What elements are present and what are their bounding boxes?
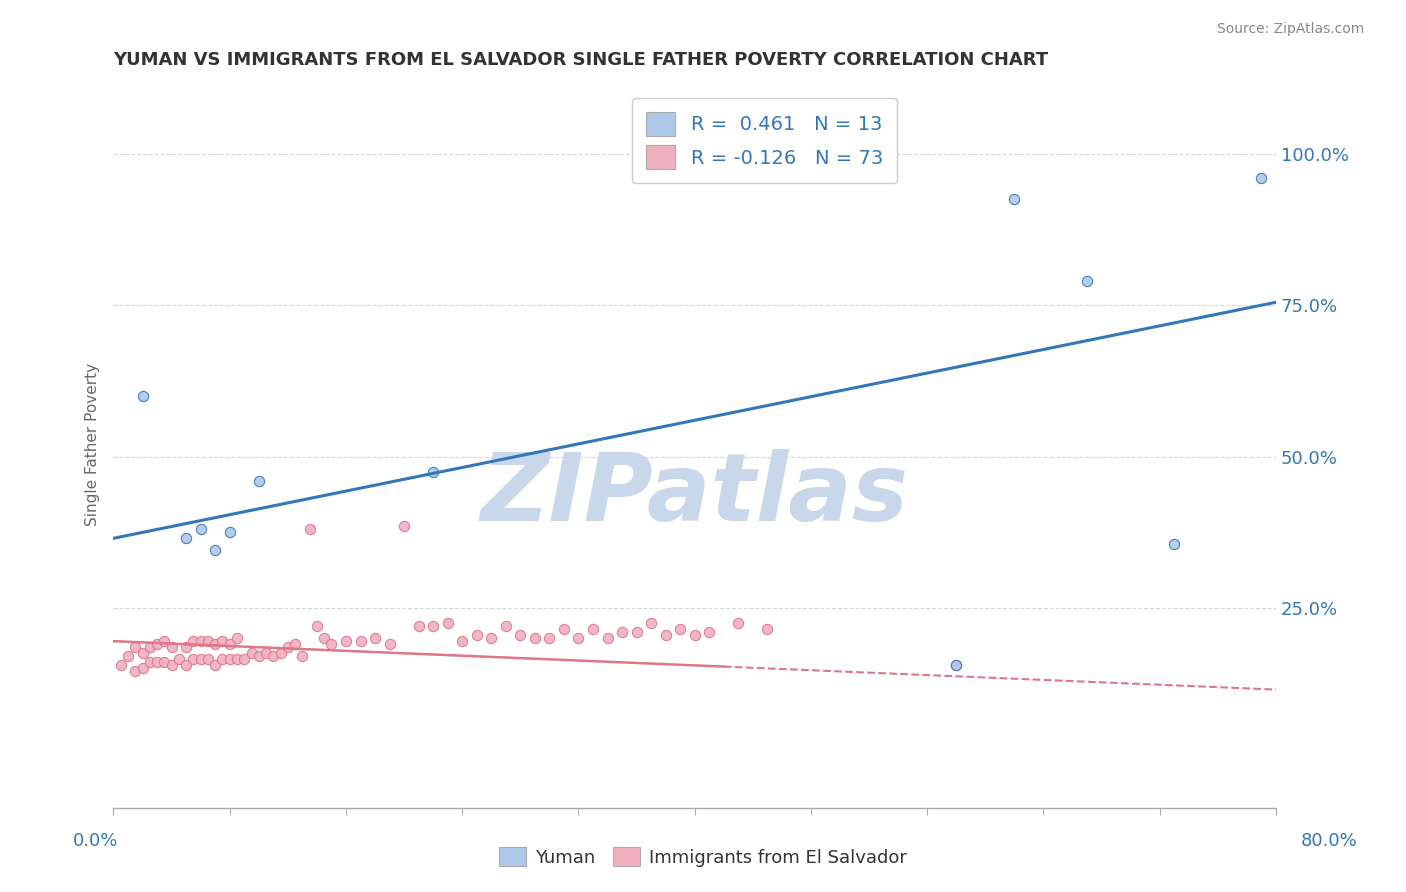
Point [131,389,153,403]
Point [174,640,197,655]
Point [422,465,444,479]
Point [277,640,299,655]
Point [626,625,648,640]
Point [436,615,458,630]
Point [117,649,139,664]
Legend: Yuman, Immigrants from El Salvador: Yuman, Immigrants from El Salvador [492,840,914,874]
Point [596,631,619,645]
Point [945,658,967,673]
Point [284,637,307,651]
Point [262,649,284,664]
Point [495,619,517,633]
Point [582,622,605,636]
Point [139,656,162,670]
Point [174,658,197,673]
Point [131,661,153,675]
Point [1250,171,1272,186]
Point [247,474,270,488]
Point [553,622,575,636]
Point [523,631,546,645]
Point [218,525,240,540]
Point [408,619,430,633]
Point [756,622,779,636]
Text: ZIPatlas: ZIPatlas [481,450,908,541]
Point [254,646,277,660]
Point [124,640,146,655]
Point [298,522,321,536]
Point [160,658,183,673]
Point [697,625,720,640]
Point [314,631,336,645]
Point [146,637,169,651]
Point [364,631,387,645]
Point [240,646,263,660]
Point [270,646,292,660]
Point [183,652,205,666]
Point [226,631,249,645]
Point [124,665,146,679]
Point [654,628,676,642]
Point [1163,537,1185,551]
Point [160,640,183,655]
Point [233,652,256,666]
Text: 80.0%: 80.0% [1301,831,1357,849]
Legend: R =  0.461   N = 13, R = -0.126   N = 73: R = 0.461 N = 13, R = -0.126 N = 73 [633,98,897,183]
Point [110,658,132,673]
Point [204,637,226,651]
Point [190,652,212,666]
Point [204,543,226,558]
Point [153,656,176,670]
Point [305,619,328,633]
Y-axis label: Single Father Poverty: Single Father Poverty [86,363,100,526]
Point [640,615,662,630]
Point [153,634,176,648]
Point [139,640,162,655]
Point [610,625,633,640]
Point [1002,193,1025,207]
Point [211,634,233,648]
Point [669,622,692,636]
Point [197,652,219,666]
Point [190,522,212,536]
Point [538,631,561,645]
Text: 0.0%: 0.0% [73,831,118,849]
Point [727,615,749,630]
Point [218,637,240,651]
Point [509,628,531,642]
Point [335,634,357,648]
Point [204,658,226,673]
Point [167,652,190,666]
Point [174,531,197,545]
Point [451,634,474,648]
Point [321,637,343,651]
Point [392,519,415,533]
Point [1076,274,1098,288]
Point [218,652,240,666]
Point [567,631,589,645]
Point [683,628,706,642]
Point [247,649,270,664]
Point [422,619,444,633]
Point [183,634,205,648]
Point [190,634,212,648]
Point [479,631,502,645]
Point [226,652,249,666]
Point [197,634,219,648]
Text: Source: ZipAtlas.com: Source: ZipAtlas.com [1216,22,1364,37]
Point [945,658,967,673]
Point [146,656,169,670]
Point [211,652,233,666]
Point [465,628,488,642]
Text: YUMAN VS IMMIGRANTS FROM EL SALVADOR SINGLE FATHER POVERTY CORRELATION CHART: YUMAN VS IMMIGRANTS FROM EL SALVADOR SIN… [114,51,1049,69]
Point [131,646,153,660]
Point [291,649,314,664]
Point [349,634,371,648]
Point [378,637,401,651]
